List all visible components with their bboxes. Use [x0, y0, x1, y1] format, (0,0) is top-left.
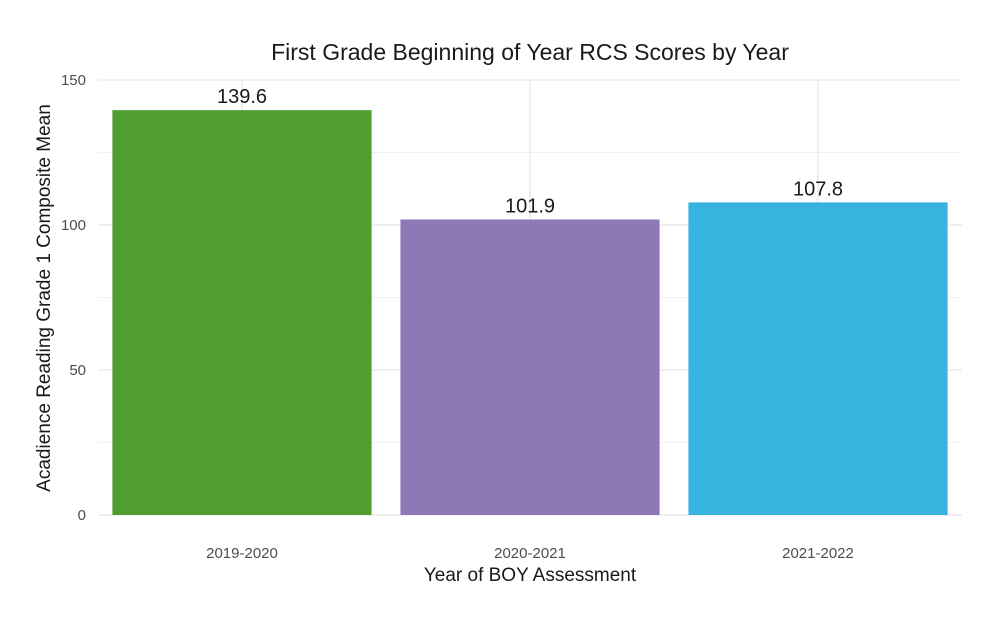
data-labels: 139.6 101.9 107.8: [217, 86, 843, 217]
y-tick-label: 150: [61, 72, 86, 89]
x-tick-label: 2019-2020: [206, 545, 278, 562]
bar-value-label: 107.8: [793, 178, 843, 200]
y-axis-ticks: 0 50 100 150: [61, 72, 86, 524]
chart-title: First Grade Beginning of Year RCS Scores…: [271, 39, 789, 65]
bar-value-label: 101.9: [505, 195, 555, 217]
y-tick-label: 100: [61, 217, 86, 234]
x-axis-title: Year of BOY Assessment: [424, 565, 637, 586]
bar-value-label: 139.6: [217, 86, 267, 108]
x-axis-ticks: 2019-2020 2020-2021 2021-2022: [206, 545, 854, 562]
bars: [112, 110, 948, 516]
y-tick-label: 0: [78, 507, 86, 524]
y-tick-label: 50: [69, 362, 86, 379]
x-tick-label: 2021-2022: [782, 545, 854, 562]
bar-2021-2022: [688, 202, 948, 515]
bar-2020-2021: [400, 219, 660, 516]
y-axis-title: Acadience Reading Grade 1 Composite Mean: [34, 104, 55, 492]
bar-2019-2020: [112, 110, 372, 515]
x-tick-label: 2020-2021: [494, 545, 566, 562]
